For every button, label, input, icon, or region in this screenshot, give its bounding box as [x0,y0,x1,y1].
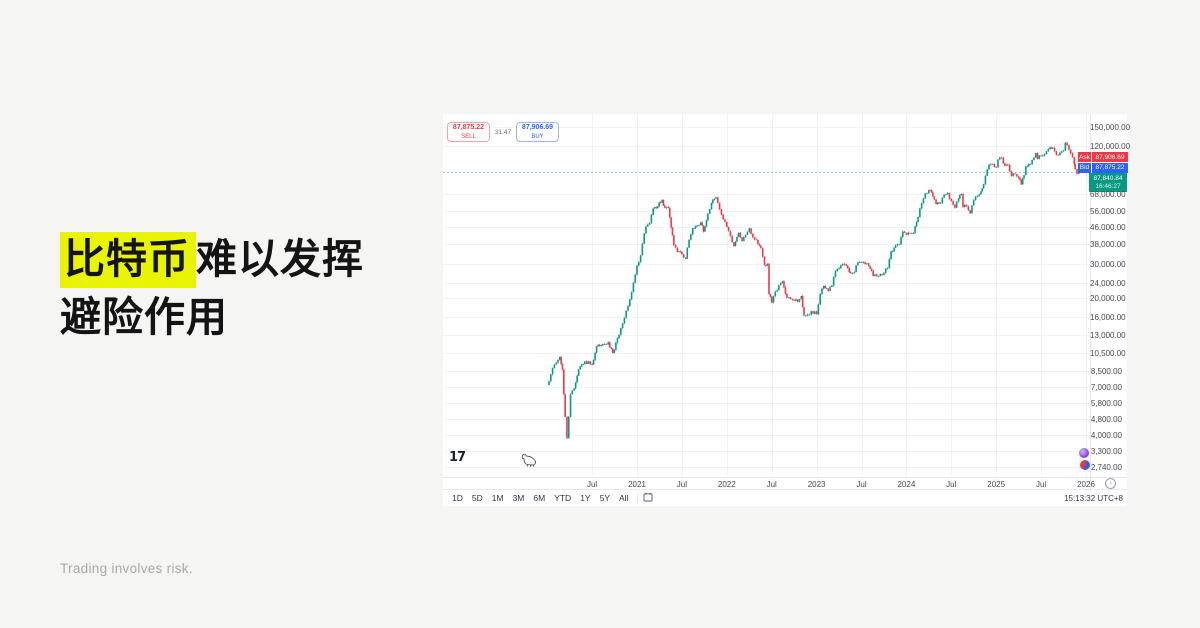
price-axis-label: 16,000.00 [1090,313,1126,323]
price-axis-label: 7,000.00 [1090,383,1122,393]
price-axis-label: 46,000.00 [1090,223,1126,233]
ask-badge: Ask 87,906.69 [1078,152,1128,162]
headline-line2: 避险作用 [60,294,228,340]
price-axis-label: 120,000.00 [1090,141,1131,151]
price-axis-label: 4,000.00 [1090,430,1122,440]
range-button-1Y[interactable]: 1Y [580,493,591,503]
price-axis-label: 56,000.00 [1090,206,1126,216]
buy-button[interactable]: 87,906.69 BUY [516,122,559,142]
price-axis-label: 13,000.00 [1090,330,1126,340]
ask-label: Ask [1078,152,1091,162]
time-axis-divider [443,477,1127,478]
chart-panel: 87,875.22 SELL 31.47 87,906.69 BUY Ask 8… [443,114,1131,506]
range-button-5D[interactable]: 5D [471,493,483,503]
bid-label: Bid [1078,162,1091,173]
price-axis-label: 3,300.00 [1090,447,1122,457]
toolbar-separator [637,493,639,503]
price-axis-divider [1090,114,1091,489]
tradingview-logo-icon[interactable]: 17 [449,450,466,465]
session-clock[interactable]: 15:13:32 UTC+8 [1064,494,1123,503]
price-axis-label: 24,000.00 [1090,278,1126,288]
range-button-6M[interactable]: 6M [533,493,546,503]
price-axis-label: 38,000.00 [1090,239,1126,249]
range-toolbar: 1D 5D 1M 3M 6M YTD 1Y 5Y All [448,491,653,505]
price-axis-label: 150,000.00 [1090,123,1131,132]
range-buttons: 1D 5D 1M 3M 6M YTD 1Y 5Y All [448,491,632,505]
time-axis-label: Jul [676,480,687,489]
time-axis-label: Jul [586,480,598,489]
headline: 比特币 难以发挥 避险作用 [60,230,364,346]
time-axis-label: 2021 [628,480,646,489]
order-entry: 87,875.22 SELL 31.47 87,906.69 BUY [447,122,559,142]
headline-line1: 比特币 难以发挥 [60,230,364,288]
last-price-badge: 87,840.84 16:46:27 [1089,173,1127,192]
toolbar-divider [443,489,1127,490]
sell-label: SELL [461,133,476,140]
risk-disclaimer: Trading involves risk. [60,561,193,576]
range-button-1D[interactable]: 1D [452,493,463,503]
candlestick-chart-canvas[interactable] [443,114,1090,477]
time-axis-label: 2025 [987,480,1006,489]
range-button-YTD[interactable]: YTD [554,493,572,503]
spread-value: 31.47 [494,128,512,136]
range-button-All[interactable]: All [619,493,629,503]
last-price-value: 87,840.84 [1093,174,1123,182]
ask-value: 87,906.69 [1092,152,1128,162]
buy-price: 87,906.69 [521,123,554,131]
time-axis-label: Jul [946,480,957,489]
time-axis-label: Jul [1035,480,1047,489]
time-axis-label: Jul [856,480,867,489]
headline-highlight: 比特币 [60,232,196,288]
price-axis-label: 20,000.00 [1090,294,1126,304]
sell-price: 87,875.22 [452,123,485,131]
time-axis-label: Jul [766,480,777,489]
price-axis-label: 8,500.00 [1090,366,1122,376]
bar-countdown: 16:46:27 [1095,182,1121,190]
price-axis-label: 5,800.00 [1090,399,1122,409]
price-axis-label: 68,000.00 [1090,190,1126,200]
time-axis-label: 2023 [807,480,826,489]
range-button-3M[interactable]: 3M [512,493,525,503]
sell-button[interactable]: 87,875.22 SELL [447,122,490,142]
bid-badge: Bid 87,875.22 [1078,162,1128,173]
time-axis-label: 2026 [1077,480,1095,489]
range-button-1M[interactable]: 1M [491,493,504,503]
time-axis-label: 2024 [897,480,916,489]
price-scale-sticker-icon-1[interactable] [1079,448,1089,458]
time-axis-label: 2022 [717,480,736,489]
price-axis-label: 4,800.00 [1090,415,1122,425]
price-axis-label: 10,500.00 [1090,348,1126,358]
buy-label: BUY [531,133,544,140]
dinosaur-icon [521,453,538,473]
price-axis-label: 30,000.00 [1090,259,1126,269]
calendar-icon[interactable] [643,492,653,504]
price-scale-sticker-icon-2[interactable] [1080,460,1090,470]
go-to-realtime-icon[interactable]: › [1105,478,1116,489]
price-axis-label: 2,740.00 [1090,463,1122,473]
range-button-5Y[interactable]: 5Y [599,493,610,503]
bid-value: 87,875.22 [1092,162,1128,173]
